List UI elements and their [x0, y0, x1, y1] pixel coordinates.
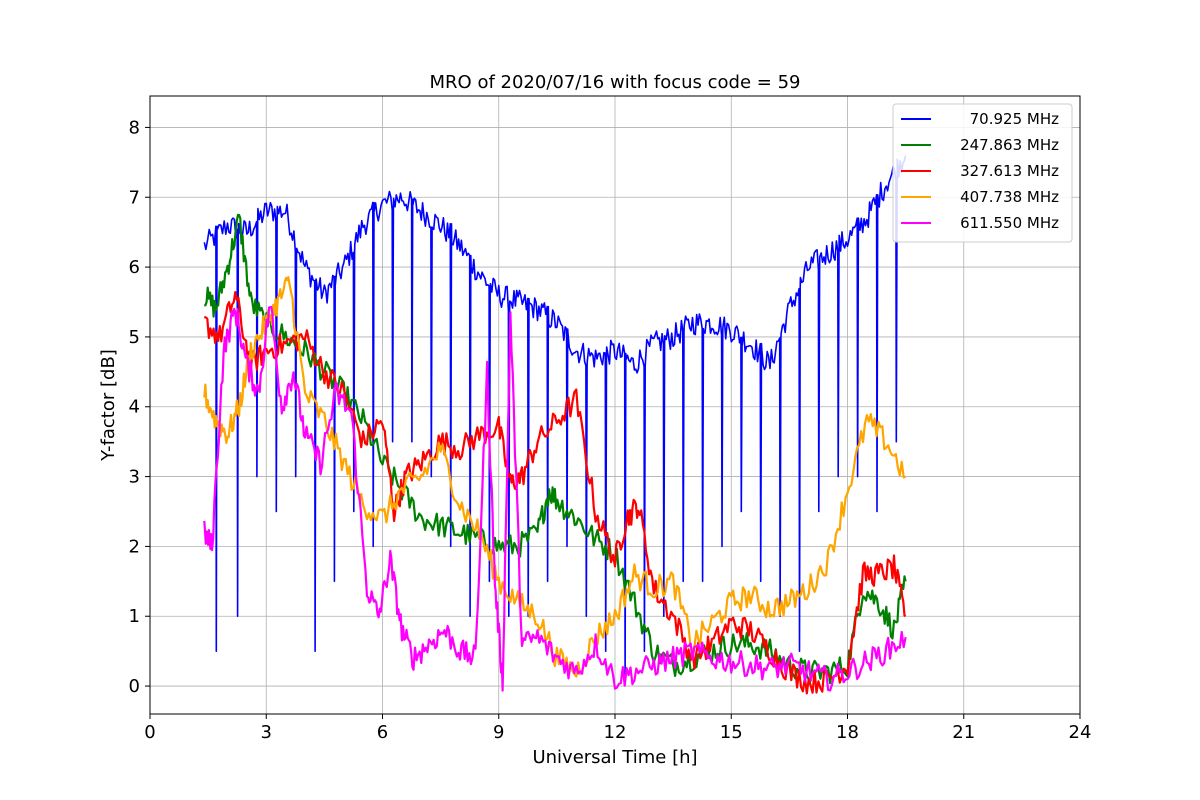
- series-layer: [203, 155, 907, 695]
- x-tick-label: 15: [720, 722, 743, 743]
- y-tick-label: 2: [129, 536, 140, 557]
- y-tick-label: 5: [129, 327, 140, 348]
- chart-title: MRO of 2020/07/16 with focus code = 59: [430, 72, 801, 93]
- series-line-4: [203, 305, 907, 692]
- y-axis-ticks: 0 1 2 3 4 5 6 7 8: [129, 117, 150, 697]
- legend: 70.925 MHz 247.863 MHz 327.613 MHz 407.738 …: [892, 103, 1073, 243]
- x-tick-label: 3: [261, 722, 272, 743]
- series-line-2: [204, 291, 907, 695]
- legend-label-1: 247.863 MHz: [960, 136, 1059, 154]
- legend-label-3: 407.738 MHz: [960, 188, 1059, 206]
- series-line-3: [203, 276, 907, 678]
- series-line-0: [203, 155, 907, 684]
- x-tick-label: 0: [144, 722, 155, 743]
- legend-box: [892, 103, 1073, 243]
- y-tick-label: 6: [129, 257, 140, 278]
- y-tick-label: 1: [129, 606, 140, 627]
- y-tick-label: 4: [129, 397, 140, 418]
- x-axis-label: Universal Time [h]: [532, 747, 697, 768]
- y-tick-label: 7: [129, 187, 140, 208]
- x-tick-label: 6: [377, 722, 388, 743]
- x-tick-label: 9: [493, 722, 504, 743]
- y-tick-label: 8: [129, 117, 140, 138]
- x-axis-ticks: 0 3 6 9 12 15 18 21 24: [144, 714, 1091, 743]
- x-tick-label: 18: [836, 722, 859, 743]
- x-tick-label: 21: [952, 722, 975, 743]
- y-tick-label: 3: [129, 467, 140, 488]
- legend-label-0: 70.925 MHz: [965, 110, 1059, 128]
- x-tick-label: 24: [1069, 722, 1092, 743]
- y-tick-label: 0: [129, 676, 140, 697]
- legend-label-2: 327.613 MHz: [960, 162, 1059, 180]
- legend-label-4: 611.550 MHz: [960, 214, 1059, 232]
- x-tick-label: 12: [604, 722, 627, 743]
- y-axis-label: Y-factor [dB]: [98, 349, 119, 462]
